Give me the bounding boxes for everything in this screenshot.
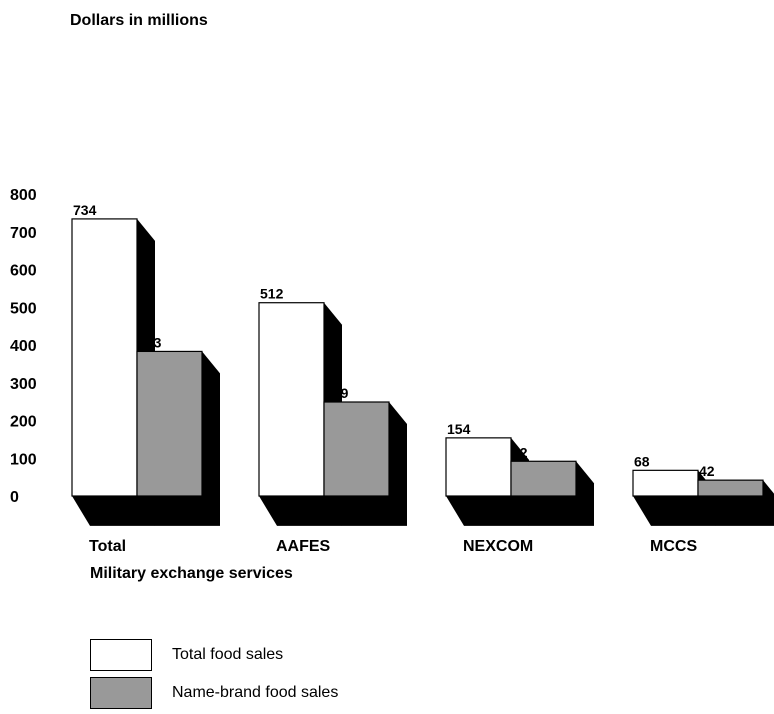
- y-tick-100: 100: [10, 451, 37, 468]
- y-tick-0: 0: [10, 489, 19, 506]
- data-label-mccs-name-brand-food-sales: 42: [699, 463, 715, 479]
- legend-label-name-brand-food-sales: Name-brand food sales: [172, 684, 339, 701]
- legend: Total food sales Name-brand food sales: [90, 638, 338, 714]
- legend-label-total-food-sales: Total food sales: [172, 646, 284, 663]
- category-label-mccs: MCCS: [650, 538, 697, 555]
- y-tick-600: 600: [10, 263, 37, 280]
- bar-aafes-total-food-sales: [258, 302, 325, 497]
- y-tick-300: 300: [10, 376, 37, 393]
- bar-total-total-food-sales: [71, 218, 138, 497]
- bar-nexcom-name-brand-food-sales: [510, 460, 577, 497]
- y-tick-700: 700: [10, 225, 37, 242]
- y-tick-200: 200: [10, 414, 37, 431]
- category-labels: Total AAFES NEXCOM MCCS: [89, 538, 697, 555]
- y-tick-400: 400: [10, 338, 37, 355]
- data-label-aafes-name-brand-food-sales: 249: [325, 385, 349, 401]
- bar-chart: 0 100 200 300 400 500 600 700 800 Total AAFES NEXC…: [10, 12, 774, 582]
- y-axis-title: Dollars in millions: [70, 12, 208, 29]
- bar-mccs-name-brand-food-sales: [697, 479, 764, 497]
- y-tick-500: 500: [10, 300, 37, 317]
- bar-aafes-name-brand-food-sales: [323, 401, 390, 497]
- legend-swatch-total-food-sales: [90, 639, 152, 671]
- bar-mccs-total-food-sales: [632, 469, 699, 497]
- legend-item-total-food-sales: Total food sales: [90, 638, 338, 672]
- bar-total-name-brand-food-sales: [136, 350, 203, 497]
- data-label-total-name-brand-food-sales: 383: [138, 334, 162, 350]
- y-tick-800: 800: [10, 187, 37, 204]
- bars: [71, 218, 764, 497]
- data-labels: 734 383 512 249 154 92 68 42: [73, 202, 715, 479]
- y-axis-ticks: 0 100 200 300 400 500 600 700 800: [10, 187, 37, 506]
- data-label-nexcom-name-brand-food-sales: 92: [512, 444, 528, 460]
- x-axis-title: Military exchange services: [90, 565, 293, 582]
- data-label-mccs-total-food-sales: 68: [634, 453, 650, 469]
- data-label-aafes-total-food-sales: 512: [260, 286, 284, 302]
- category-label-aafes: AAFES: [276, 538, 331, 555]
- data-label-nexcom-total-food-sales: 154: [447, 421, 471, 437]
- legend-swatch-name-brand-food-sales: [90, 677, 152, 709]
- category-label-total: Total: [89, 538, 126, 555]
- legend-item-name-brand-food-sales: Name-brand food sales: [90, 676, 338, 710]
- data-label-total-total-food-sales: 734: [73, 202, 97, 218]
- bar-nexcom-total-food-sales: [445, 437, 512, 497]
- category-label-nexcom: NEXCOM: [463, 538, 533, 555]
